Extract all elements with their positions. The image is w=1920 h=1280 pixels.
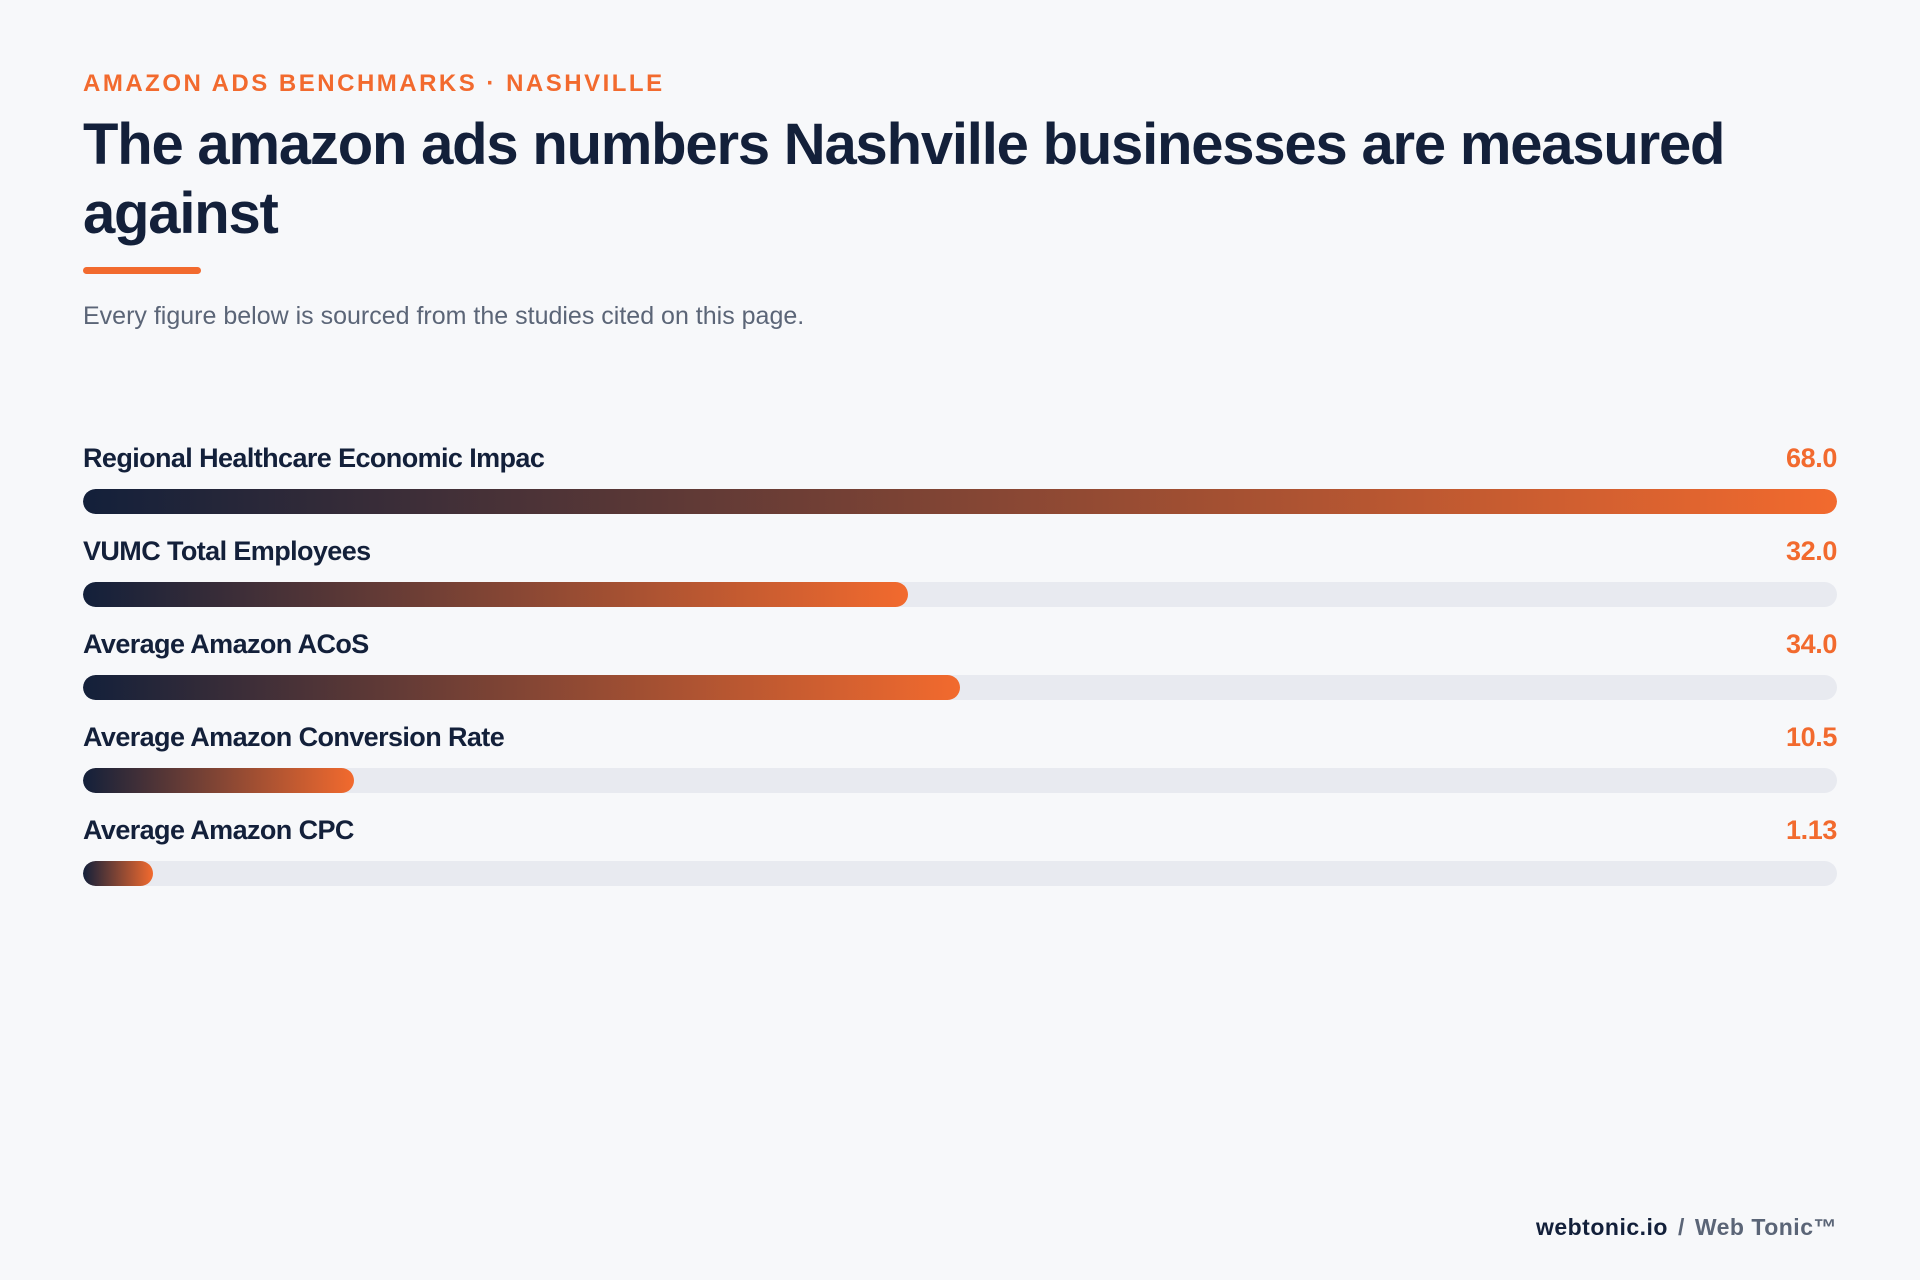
eyebrow-label: AMAZON ADS BENCHMARKS · NASHVILLE xyxy=(83,70,665,97)
bar-track xyxy=(83,489,1837,514)
bar xyxy=(83,768,354,793)
bar-value-label: 10.5 xyxy=(1786,722,1837,752)
bar-label: VUMC Total Employees xyxy=(83,536,371,566)
footer-brand: Web Tonic™ xyxy=(1694,1214,1837,1240)
bar xyxy=(83,489,1837,514)
bar-row: Average Amazon Conversion Rate 10.5 xyxy=(83,722,1837,793)
bar-row: VUMC Total Employees 32.0 xyxy=(83,536,1837,607)
bar-track xyxy=(83,582,1837,607)
bar-label: Average Amazon Conversion Rate xyxy=(83,722,505,752)
bar-row: Average Amazon CPC 1.13 xyxy=(83,815,1837,886)
bar-label: Regional Healthcare Economic Impac xyxy=(83,443,545,473)
bar-value-label: 32.0 xyxy=(1786,536,1837,566)
bar-label: Average Amazon ACoS xyxy=(83,629,369,659)
bar xyxy=(83,582,909,607)
bar-track xyxy=(83,768,1837,793)
bar xyxy=(83,675,960,700)
bar-row: Regional Healthcare Economic Impac 68.0 xyxy=(83,443,1837,514)
bar-track xyxy=(83,675,1837,700)
bar-label: Average Amazon CPC xyxy=(83,815,354,845)
footer-domain-link[interactable]: webtonic.io xyxy=(1535,1214,1668,1240)
bar-value-label: 1.13 xyxy=(1786,815,1837,845)
title-underline xyxy=(83,267,201,274)
footer-credit: webtonic.io / Web Tonic™ xyxy=(1536,1214,1837,1241)
bar-track xyxy=(83,861,1837,886)
bar xyxy=(83,861,154,886)
page-title: The amazon ads numbers Nashville busines… xyxy=(83,112,1725,246)
footer-separator: / xyxy=(1677,1214,1685,1240)
page-subtitle: Every figure below is sourced from the s… xyxy=(83,302,805,330)
bar-value-label: 34.0 xyxy=(1786,629,1837,659)
bar-row: Average Amazon ACoS 34.0 xyxy=(83,629,1837,700)
bar-value-label: 68.0 xyxy=(1786,443,1837,473)
